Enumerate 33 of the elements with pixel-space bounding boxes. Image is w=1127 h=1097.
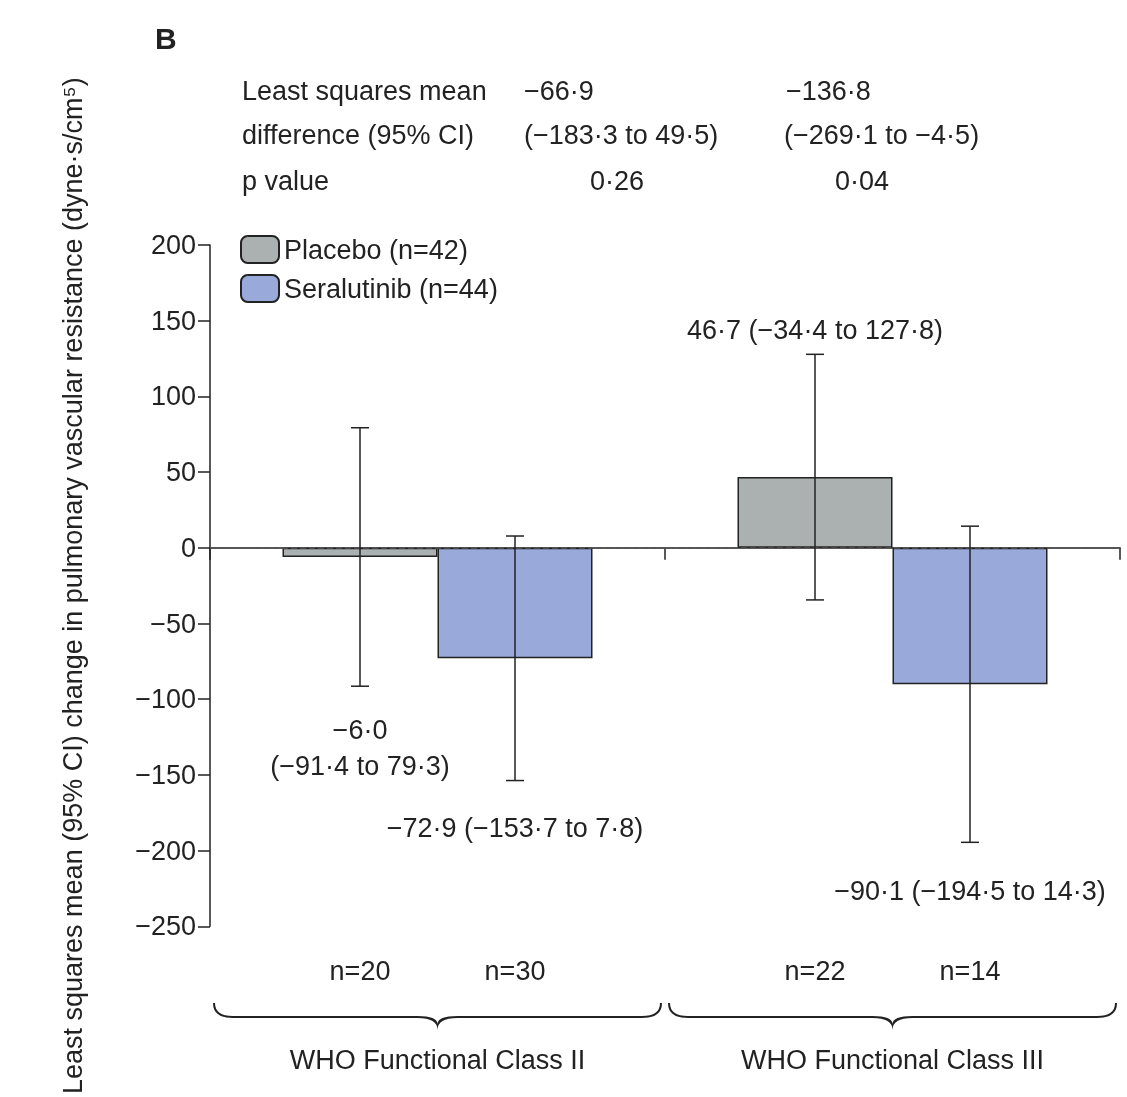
annotation: −72·9 (−153·7 to 7·8) bbox=[386, 812, 644, 843]
chart-title: B bbox=[155, 21, 177, 55]
text: n=14 bbox=[939, 955, 1001, 986]
y-tick-label: 200 bbox=[150, 230, 196, 260]
text: n=22 bbox=[784, 955, 846, 986]
y-tick-label: −50 bbox=[150, 608, 196, 639]
text: −136·8 bbox=[786, 75, 871, 106]
text: (−183·3 to 49·5) bbox=[524, 119, 719, 150]
x-tick-label: WHO Functional Class II bbox=[289, 1044, 586, 1075]
y-tick-label: 100 bbox=[150, 381, 196, 412]
text: difference (95% CI) bbox=[242, 119, 475, 150]
text: 0·26 bbox=[590, 165, 645, 196]
text: (−269·1 to −4·5) bbox=[784, 119, 980, 150]
x-tick-label: WHO Functional Class III bbox=[740, 1044, 1045, 1075]
y-axis-title: Least squares mean (95% CI) change in pulmonary vascular resistance (dyne·s/cm⁵) bbox=[58, 77, 88, 1094]
text: n=30 bbox=[484, 955, 546, 986]
annotation: 46·7 (−34·4 to 127·8) bbox=[687, 314, 943, 345]
text: n=20 bbox=[329, 955, 391, 986]
y-tick-label: −200 bbox=[135, 835, 196, 866]
text: −66·9 bbox=[524, 75, 594, 106]
legend-label: Placebo (n=42) bbox=[284, 234, 468, 265]
y-tick-label: −250 bbox=[135, 911, 196, 942]
y-tick-label: −150 bbox=[135, 759, 196, 790]
annotation: −90·1 (−194·5 to 14·3) bbox=[834, 876, 1106, 907]
text: p value bbox=[242, 165, 330, 196]
text: Least squares mean bbox=[242, 75, 487, 106]
annotation: −6·0 (−91·4 to 79·3) bbox=[270, 715, 450, 782]
text: 0·04 bbox=[835, 165, 890, 196]
y-tick-label: 50 bbox=[165, 457, 196, 488]
y-tick-label: 150 bbox=[150, 305, 196, 336]
legend-label: Seralutinib (n=44) bbox=[284, 273, 498, 304]
y-tick-label: 0 bbox=[180, 532, 196, 563]
y-tick-label: −100 bbox=[135, 684, 196, 715]
